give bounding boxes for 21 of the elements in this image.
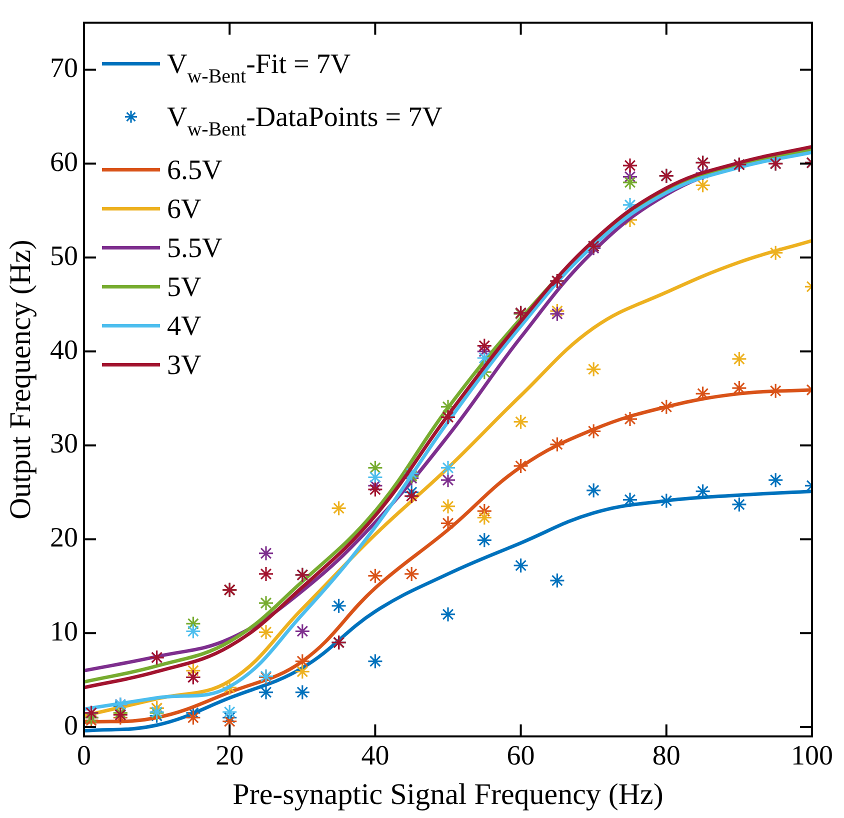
x-tick-label: 80	[652, 740, 680, 772]
y-tick-label: 10	[50, 616, 78, 648]
legend-label: 6V	[167, 194, 202, 225]
y-tick-label: 50	[50, 240, 78, 272]
x-tick-label: 20	[216, 740, 244, 772]
x-tick-label: 100	[791, 740, 833, 772]
y-tick-label: 20	[50, 522, 78, 554]
y-axis-title: Output Frequency (Hz)	[4, 240, 37, 520]
legend-label: 4V	[167, 310, 202, 342]
y-tick-label: 0	[64, 710, 78, 742]
legend-label: 5.5V	[167, 232, 222, 264]
x-tick-label: 40	[361, 740, 390, 772]
y-tick-label: 30	[50, 428, 78, 460]
x-axis-title: Pre-synaptic Signal Frequency (Hz)	[232, 778, 664, 811]
y-tick-label: 70	[50, 53, 78, 84]
y-tick-label: 40	[50, 334, 78, 366]
legend-label: 6.5V	[167, 154, 222, 186]
y-tick-label: 60	[50, 147, 78, 178]
legend-label: 5V	[167, 272, 202, 303]
legend-label: 3V	[167, 350, 202, 381]
x-tick-label: 60	[506, 740, 535, 772]
